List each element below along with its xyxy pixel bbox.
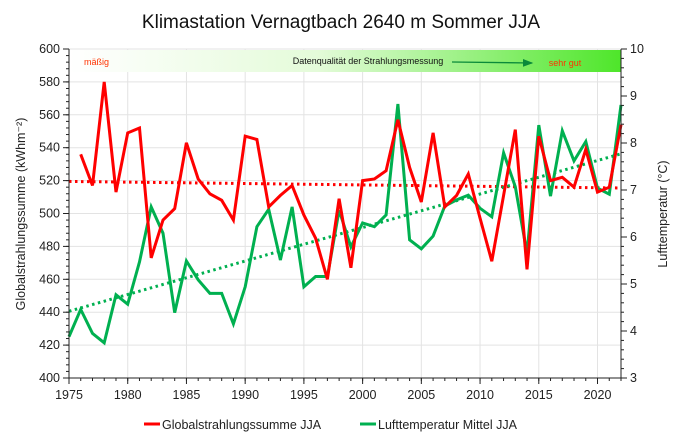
y-tick-label: 580: [39, 75, 60, 89]
quality-band-arrow-icon: [451, 58, 534, 67]
trend-line-globalstrahlung: [68, 179, 622, 190]
y2-tick-label: 4: [630, 324, 637, 338]
y2-tick-label: 7: [630, 183, 637, 197]
quality-band-title: Datenqualität der Strahlungsmessung: [293, 56, 444, 66]
x-tick-label: 1990: [231, 388, 259, 402]
x-tick-label: 2020: [584, 388, 612, 402]
axes: 400 420 440 460 480 500 520 540 560 580 600 3 4 5 6 7 8 9…: [39, 42, 644, 402]
y-tick-label: 440: [39, 305, 60, 319]
x-tick-label: 1995: [290, 388, 318, 402]
quality-band: mäßig Datenqualität der Strahlungsmessun…: [69, 50, 621, 72]
x-tick-label: 2000: [349, 388, 377, 402]
chart-title: Klimastation Vernagtbach 2640 m Sommer J…: [142, 12, 540, 33]
x-tick-label: 1980: [114, 388, 142, 402]
y2-tick-label: 9: [630, 89, 637, 103]
x-tick-label: 2015: [525, 388, 553, 402]
y-tick-label: 560: [39, 108, 60, 122]
quality-band-gradient: [69, 50, 621, 72]
y-tick-label: 460: [39, 272, 60, 286]
trend-lines: [68, 152, 622, 313]
y2-tick-label: 8: [630, 136, 637, 150]
y-tick-label: 500: [39, 207, 60, 221]
quality-band-right-label: sehr gut: [549, 58, 582, 68]
series-line-globalstrahlung: [79, 81, 623, 280]
x-tick-label: 1985: [173, 388, 201, 402]
data-series: [67, 81, 623, 346]
y2-tick-label: 10: [630, 42, 644, 56]
y2-axis-label: Lufttemperatur (°C): [656, 160, 670, 267]
x-tick-label: 2005: [407, 388, 435, 402]
y-tick-label: 600: [39, 42, 60, 56]
legend-label-globalstrahlung: Globalstrahlungssumme JJA: [162, 418, 322, 432]
y-tick-label: 480: [39, 239, 60, 253]
y-tick-label: 520: [39, 174, 60, 188]
legend-label-lufttemperatur: Lufttemperatur Mittel JJA: [378, 418, 518, 432]
grid: [69, 48, 621, 378]
y-tick-label: 540: [39, 141, 60, 155]
x-tick-label: 2010: [466, 388, 494, 402]
legend: Globalstrahlungssumme JJA Lufttemperatur…: [144, 418, 518, 432]
x-tick-label: 1975: [55, 388, 83, 402]
y-axis-label: Globalstrahlungssumme (kWhm⁻²): [14, 118, 28, 311]
y-tick-label: 420: [39, 338, 60, 352]
quality-band-left-label: mäßig: [84, 57, 109, 67]
y2-tick-label: 3: [630, 371, 637, 385]
y2-tick-label: 5: [630, 277, 637, 291]
y2-tick-label: 6: [630, 230, 637, 244]
y-tick-label: 400: [39, 371, 60, 385]
